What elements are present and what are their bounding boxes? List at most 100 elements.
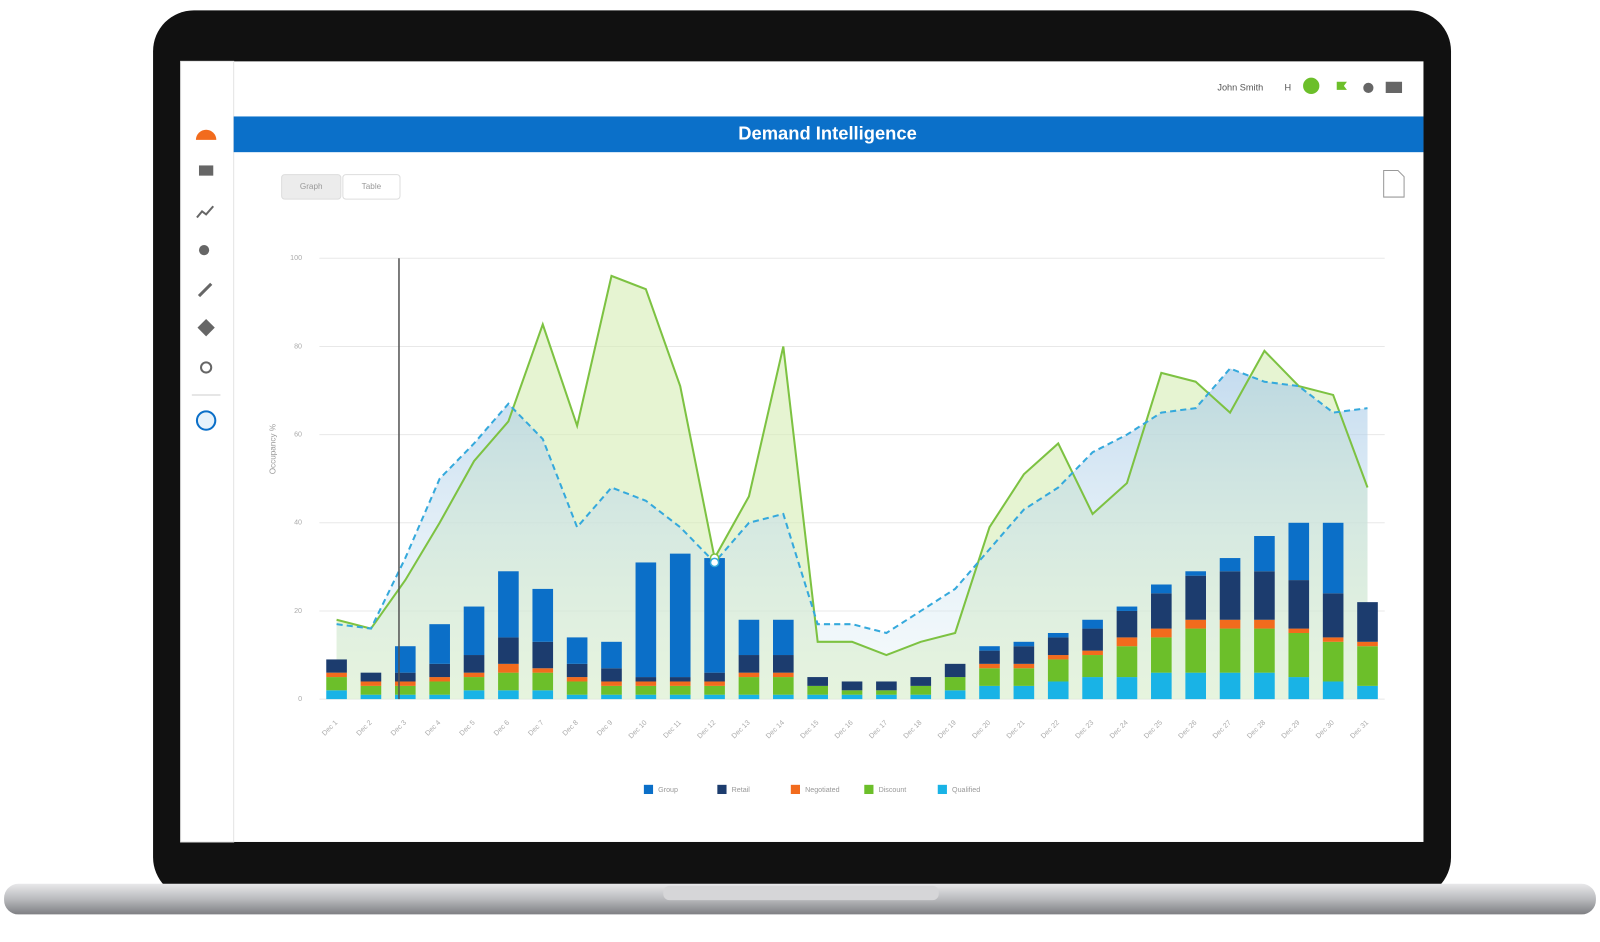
bar-segment — [1288, 628, 1310, 633]
dashboard-icon[interactable] — [195, 129, 217, 140]
bar-segment — [876, 690, 897, 695]
bulb-icon[interactable] — [200, 361, 213, 374]
graph-tab[interactable] — [281, 174, 342, 200]
profile-icon[interactable] — [195, 410, 217, 431]
bar-segment — [944, 663, 966, 678]
legend-swatch — [790, 784, 800, 795]
bar-segment — [979, 668, 1000, 686]
bar-segment — [1185, 575, 1206, 620]
folder-icon[interactable] — [198, 165, 214, 176]
bar-segment — [326, 690, 347, 700]
bar-segment — [1254, 571, 1275, 620]
legend-swatch — [717, 784, 727, 795]
tab-label[interactable]: Table — [362, 182, 382, 191]
legend-label: Retail — [732, 786, 751, 794]
y-tick-label: 40 — [294, 519, 302, 527]
flag-icon[interactable] — [1336, 81, 1347, 90]
sidebar-icons — [191, 129, 221, 431]
bar-segment — [635, 681, 657, 686]
bar-segment — [394, 681, 416, 686]
bar-segment — [910, 694, 932, 700]
settings-icon[interactable] — [198, 245, 210, 256]
bar-segment — [1151, 672, 1172, 700]
bar-segment — [532, 641, 554, 669]
tab-label[interactable]: Graph — [300, 182, 323, 191]
bar-segment — [1082, 619, 1103, 629]
bar-segment — [1151, 628, 1172, 638]
y-tick-label: 20 — [294, 607, 302, 615]
chat-icon[interactable] — [1303, 77, 1320, 95]
bar-segment — [498, 672, 519, 691]
bar-segment — [669, 677, 691, 682]
bar-segment — [601, 685, 622, 695]
legend-label: Group — [658, 786, 678, 794]
bar-segment — [498, 637, 519, 664]
bar-segment — [601, 694, 622, 700]
bar-segment — [1151, 637, 1172, 673]
bar-segment — [841, 681, 863, 691]
bar-segment — [1219, 628, 1241, 673]
bar-segment — [1219, 672, 1241, 700]
table-tab[interactable] — [342, 174, 401, 200]
bar-segment — [738, 677, 760, 695]
sidebar — [180, 60, 235, 843]
bar-segment — [566, 681, 588, 695]
bar-segment — [429, 624, 450, 664]
help-icon[interactable] — [1363, 82, 1374, 93]
bar-segment — [1322, 593, 1344, 638]
bar-segment — [1357, 602, 1378, 642]
bar-segment — [1357, 646, 1378, 686]
bar-segment — [704, 681, 725, 686]
bar-segment — [704, 558, 725, 673]
laptop-notch — [663, 885, 939, 901]
user-name[interactable]: John Smith — [1217, 82, 1263, 92]
bar-segment — [1185, 672, 1206, 700]
bar-segment — [1254, 672, 1275, 700]
bar-segment — [1047, 659, 1069, 682]
bar-segment — [738, 672, 760, 678]
menu-icon[interactable] — [1385, 81, 1403, 93]
bar-segment — [773, 619, 794, 656]
bar-segment — [394, 694, 416, 700]
bar-segment — [738, 619, 760, 656]
bar-segment — [1082, 628, 1103, 651]
bar-segment — [1151, 593, 1172, 629]
bar-segment — [360, 694, 382, 700]
bar-segment — [1116, 677, 1138, 700]
bar-segment — [1013, 668, 1035, 686]
bar-segment — [566, 663, 588, 678]
user-initial[interactable]: H — [1284, 82, 1291, 92]
legend-label: Negotiated — [805, 786, 840, 794]
export-icon[interactable] — [1383, 170, 1405, 198]
chart-icon[interactable] — [196, 205, 215, 219]
bar-segment — [498, 690, 519, 700]
bar-segment — [429, 677, 450, 682]
bar-segment — [601, 641, 622, 669]
bar-segment — [1322, 681, 1344, 700]
bar-segment — [944, 677, 966, 691]
legend-label: Discount — [879, 786, 907, 794]
bar-segment — [669, 681, 691, 686]
bar-segment — [979, 650, 1000, 664]
bar-segment — [532, 690, 554, 700]
diamond-icon[interactable] — [197, 319, 215, 337]
bar-segment — [498, 663, 519, 673]
bar-segment — [1047, 632, 1069, 638]
bar-segment — [669, 694, 691, 700]
bar-segment — [910, 677, 932, 686]
bar-segment — [1254, 619, 1275, 629]
bar-segment — [1013, 685, 1035, 700]
bar-segment — [1151, 584, 1172, 594]
bar-segment — [1254, 628, 1275, 673]
bar-segment — [1322, 522, 1344, 594]
bar-segment — [326, 672, 347, 678]
bar-segment — [1082, 650, 1103, 656]
tool-icon[interactable] — [197, 282, 213, 298]
bar-segment — [635, 694, 657, 700]
bar-segment — [1219, 619, 1241, 629]
bar-segment — [1185, 619, 1206, 629]
bar-segment — [429, 694, 450, 700]
bar-segment — [463, 606, 485, 656]
